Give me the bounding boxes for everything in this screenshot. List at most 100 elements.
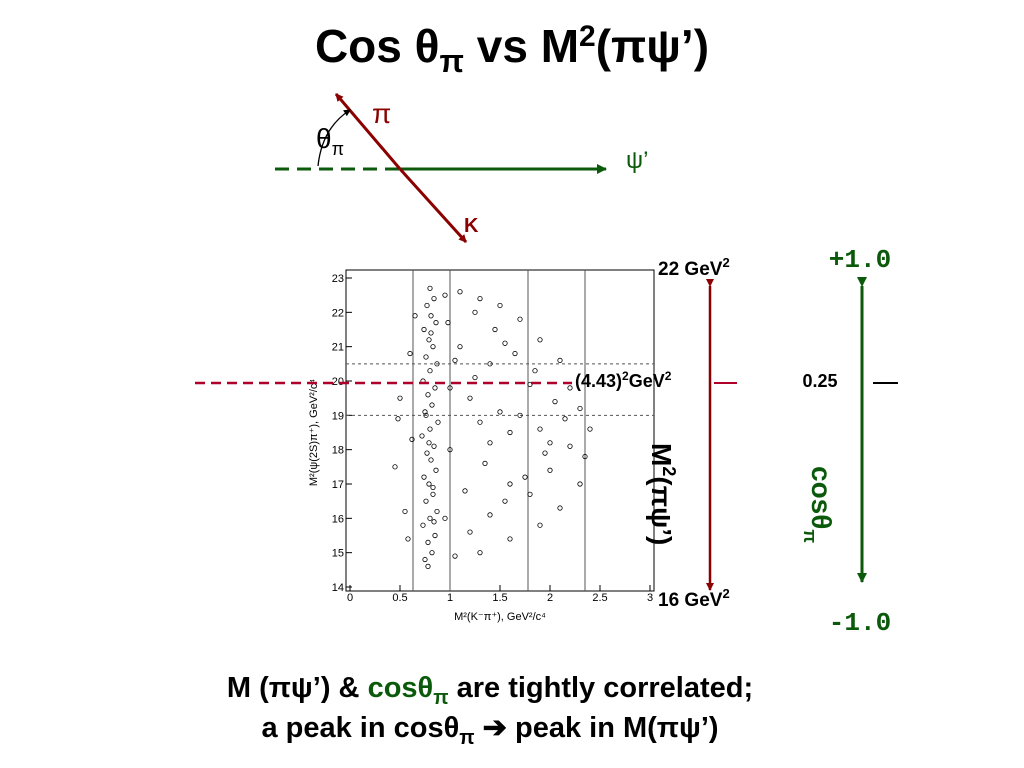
point (424, 302, 430, 309)
y-tick-label: 15 (332, 548, 344, 560)
point (547, 440, 553, 446)
point (517, 412, 523, 418)
x-tick-label: 1.5 (492, 592, 507, 604)
y-tick-label: 14 (332, 582, 344, 594)
point (522, 474, 528, 480)
point (430, 344, 436, 350)
text: 22 GeV (658, 259, 723, 280)
point (422, 409, 428, 415)
text: M (646, 443, 677, 466)
angle-arc (317, 109, 351, 167)
point (428, 457, 434, 463)
sub: π (459, 727, 474, 749)
sup: 2 (622, 369, 629, 383)
point (431, 519, 437, 525)
x-tick-label: 3 (647, 592, 653, 604)
point (452, 357, 458, 363)
point (427, 285, 433, 291)
point (527, 491, 533, 497)
point (567, 443, 573, 449)
point (577, 405, 583, 412)
point (477, 419, 483, 425)
title-part: Cos θ (315, 20, 440, 72)
point (426, 481, 432, 487)
point (467, 529, 473, 535)
point (487, 440, 493, 446)
angle-diagram: π θπ ψ’ K (275, 93, 648, 244)
text: (4.43) (575, 371, 622, 391)
text: ➔ peak in M(πψ’) (475, 712, 719, 744)
point (447, 385, 453, 391)
point (497, 302, 503, 309)
footer-line-1: M (πψ’) & cosθπ are tightly correlated; (227, 672, 753, 709)
title-part: (πψ’) (596, 20, 709, 72)
x-tick-label: 2.5 (592, 592, 607, 604)
point (537, 337, 543, 343)
point (507, 536, 513, 542)
point (457, 344, 463, 350)
point (427, 515, 433, 521)
y-tick-label: 23 (332, 273, 344, 285)
mass-axis-label: M2(πψ’) (646, 443, 679, 545)
point (517, 316, 523, 322)
point (557, 357, 563, 363)
point (423, 498, 429, 504)
text: are tightly correlated; (449, 672, 754, 704)
point (432, 385, 438, 391)
point (567, 385, 573, 391)
y-tick-label: 21 (332, 342, 344, 354)
y-tick-label: 17 (332, 479, 344, 491)
y-axis-label: M²(ψ(2S)π⁺), GeV²/c⁴ (308, 379, 320, 487)
point (427, 426, 433, 432)
point (430, 491, 436, 497)
k-label: K (464, 215, 479, 237)
pi-arrow (334, 93, 402, 170)
point (457, 289, 463, 295)
point (432, 532, 438, 539)
point (502, 498, 508, 504)
theta-sub: π (332, 139, 344, 159)
point (425, 563, 431, 570)
point (409, 436, 415, 442)
point (421, 474, 427, 480)
y-tick-label: 19 (332, 410, 344, 422)
point (537, 426, 543, 432)
point (397, 395, 403, 401)
mass-bottom-label: 16 GeV2 (658, 586, 730, 611)
point (472, 374, 478, 381)
point (431, 295, 437, 302)
text: a peak in cosθ (261, 712, 459, 744)
cos-mid-label: 0.25 (802, 371, 837, 391)
point (427, 368, 433, 374)
point (452, 553, 458, 559)
x-tick-label: 2 (547, 592, 553, 604)
text: GeV (629, 371, 665, 391)
cos-axis-label: cosθπ (800, 466, 837, 543)
text: (πψ’) (646, 476, 677, 545)
point (582, 453, 588, 460)
point (402, 508, 408, 515)
text-green: cosθ (368, 672, 434, 704)
point (434, 508, 440, 515)
point (587, 426, 593, 432)
point (447, 447, 453, 453)
point (507, 429, 513, 436)
point (442, 292, 448, 298)
point (482, 460, 488, 466)
x-axis-label: M²(K⁻π⁺), GeV²/c⁴ (454, 611, 546, 623)
point (467, 395, 473, 401)
point (428, 313, 434, 319)
point (423, 354, 429, 360)
title-sub: π (440, 43, 465, 79)
theta-label: θπ (316, 123, 344, 159)
point (407, 350, 413, 357)
point (477, 550, 483, 556)
point (492, 326, 498, 333)
point (392, 464, 398, 470)
sup: 2 (722, 586, 729, 601)
point (423, 412, 429, 418)
point (395, 416, 401, 422)
title-sup: 2 (579, 20, 596, 53)
point (445, 320, 451, 326)
sub: π (800, 529, 820, 543)
